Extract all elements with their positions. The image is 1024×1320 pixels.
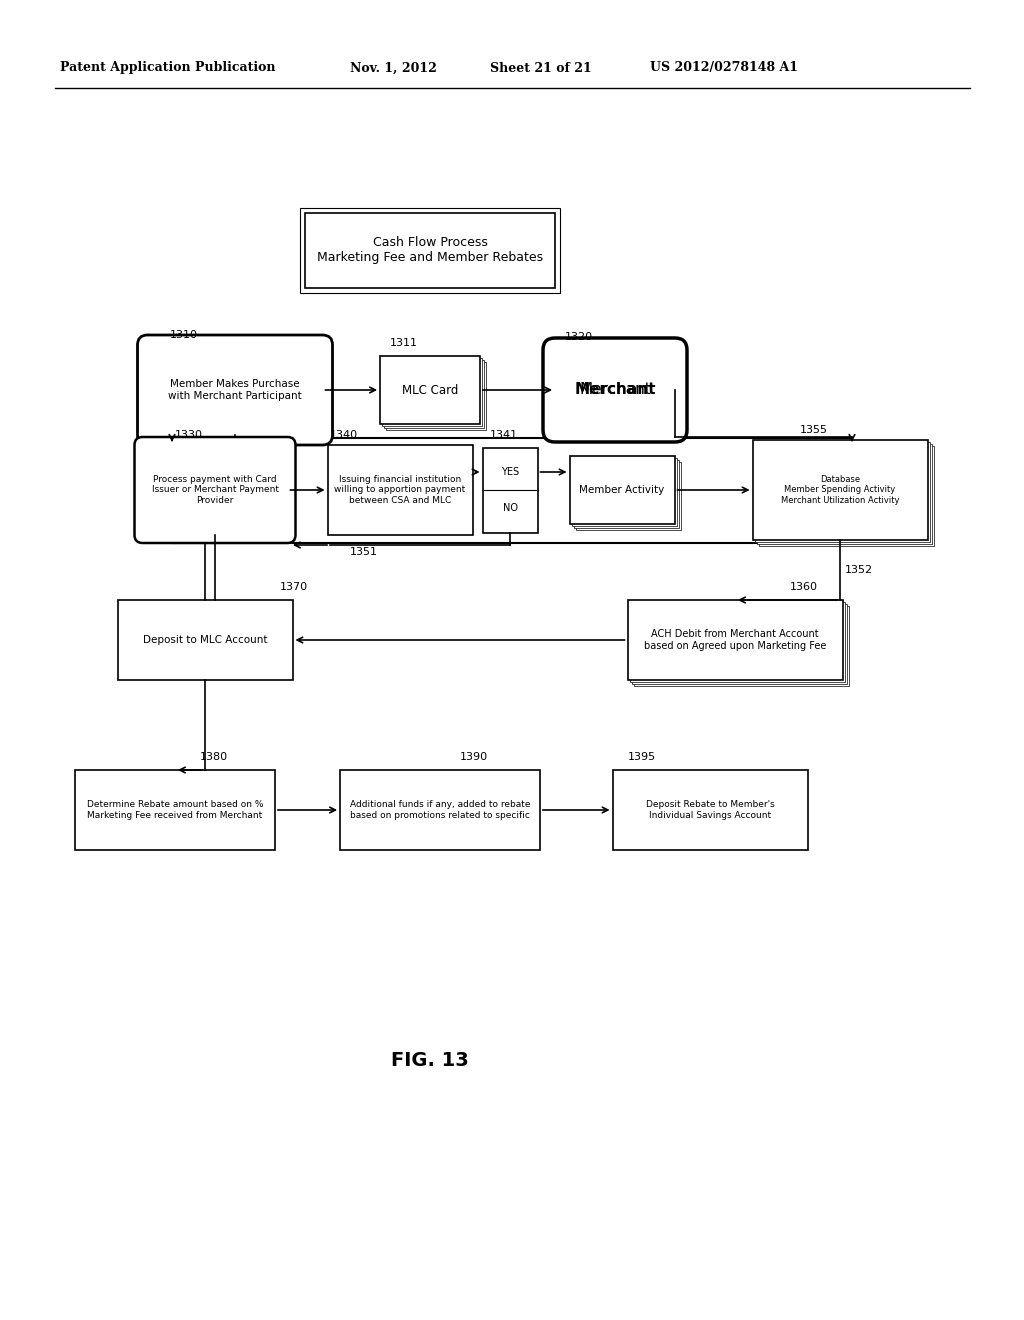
Text: 1380: 1380 <box>200 752 228 762</box>
Text: Merchant: Merchant <box>580 383 651 397</box>
FancyBboxPatch shape <box>573 459 679 528</box>
Text: YES: YES <box>501 467 519 477</box>
FancyBboxPatch shape <box>612 770 808 850</box>
Text: Additional funds if any, added to rebate
based on promotions related to specific: Additional funds if any, added to rebate… <box>350 800 530 820</box>
Text: 1355: 1355 <box>800 425 828 436</box>
Text: Deposit Rebate to Member's
Individual Savings Account: Deposit Rebate to Member's Individual Sa… <box>645 800 774 820</box>
FancyBboxPatch shape <box>75 770 275 850</box>
Text: Process payment with Card
Issuer or Merchant Payment
Provider: Process payment with Card Issuer or Merc… <box>152 475 279 504</box>
Text: 1320: 1320 <box>565 333 593 342</box>
FancyBboxPatch shape <box>757 444 932 544</box>
FancyBboxPatch shape <box>380 356 480 424</box>
Text: MLC Card: MLC Card <box>401 384 458 396</box>
Text: Member Makes Purchase
with Merchant Participant: Member Makes Purchase with Merchant Part… <box>168 379 302 401</box>
FancyBboxPatch shape <box>134 437 296 543</box>
Text: Cash Flow Process
Marketing Fee and Member Rebates: Cash Flow Process Marketing Fee and Memb… <box>317 236 543 264</box>
Text: 1351: 1351 <box>350 546 378 557</box>
FancyBboxPatch shape <box>569 455 675 524</box>
Text: ACH Debit from Merchant Account
based on Agreed upon Marketing Fee: ACH Debit from Merchant Account based on… <box>644 630 826 651</box>
FancyBboxPatch shape <box>753 440 928 540</box>
FancyBboxPatch shape <box>543 338 687 442</box>
FancyBboxPatch shape <box>384 360 484 428</box>
FancyBboxPatch shape <box>634 606 849 686</box>
Text: 1390: 1390 <box>460 752 488 762</box>
FancyBboxPatch shape <box>632 605 847 684</box>
Text: Sheet 21 of 21: Sheet 21 of 21 <box>490 62 592 74</box>
Text: Merchant: Merchant <box>574 383 655 397</box>
FancyBboxPatch shape <box>118 601 293 680</box>
FancyBboxPatch shape <box>571 458 677 525</box>
FancyBboxPatch shape <box>386 362 486 430</box>
FancyBboxPatch shape <box>340 770 540 850</box>
FancyBboxPatch shape <box>755 442 930 543</box>
Text: FIG. 13: FIG. 13 <box>391 1051 469 1069</box>
FancyBboxPatch shape <box>575 462 681 531</box>
FancyBboxPatch shape <box>300 207 560 293</box>
Text: 1341: 1341 <box>490 430 518 440</box>
Text: Determine Rebate amount based on %
Marketing Fee received from Merchant: Determine Rebate amount based on % Marke… <box>87 800 263 820</box>
Text: 1352: 1352 <box>845 565 873 576</box>
FancyBboxPatch shape <box>328 445 472 535</box>
Text: 1310: 1310 <box>170 330 198 341</box>
Text: 1370: 1370 <box>280 582 308 591</box>
FancyBboxPatch shape <box>305 213 555 288</box>
Text: 1395: 1395 <box>628 752 656 762</box>
FancyBboxPatch shape <box>137 335 333 445</box>
Text: US 2012/0278148 A1: US 2012/0278148 A1 <box>650 62 798 74</box>
Text: Issuing financial institution
willing to apportion payment
between CSA and MLC: Issuing financial institution willing to… <box>335 475 466 504</box>
Text: 1340: 1340 <box>330 430 358 440</box>
Text: NO: NO <box>503 503 517 513</box>
FancyBboxPatch shape <box>628 601 843 680</box>
FancyBboxPatch shape <box>382 358 482 426</box>
Text: 1330: 1330 <box>175 430 203 440</box>
Text: Deposit to MLC Account: Deposit to MLC Account <box>142 635 267 645</box>
Text: 1360: 1360 <box>790 582 818 591</box>
Text: 1311: 1311 <box>390 338 418 348</box>
FancyBboxPatch shape <box>630 602 845 682</box>
Text: Patent Application Publication: Patent Application Publication <box>60 62 275 74</box>
FancyBboxPatch shape <box>759 446 934 546</box>
FancyBboxPatch shape <box>482 447 538 532</box>
Text: Member Activity: Member Activity <box>580 484 665 495</box>
Text: Database
Member Spending Activity
Merchant Utilization Activity: Database Member Spending Activity Mercha… <box>780 475 899 504</box>
Text: Nov. 1, 2012: Nov. 1, 2012 <box>350 62 437 74</box>
